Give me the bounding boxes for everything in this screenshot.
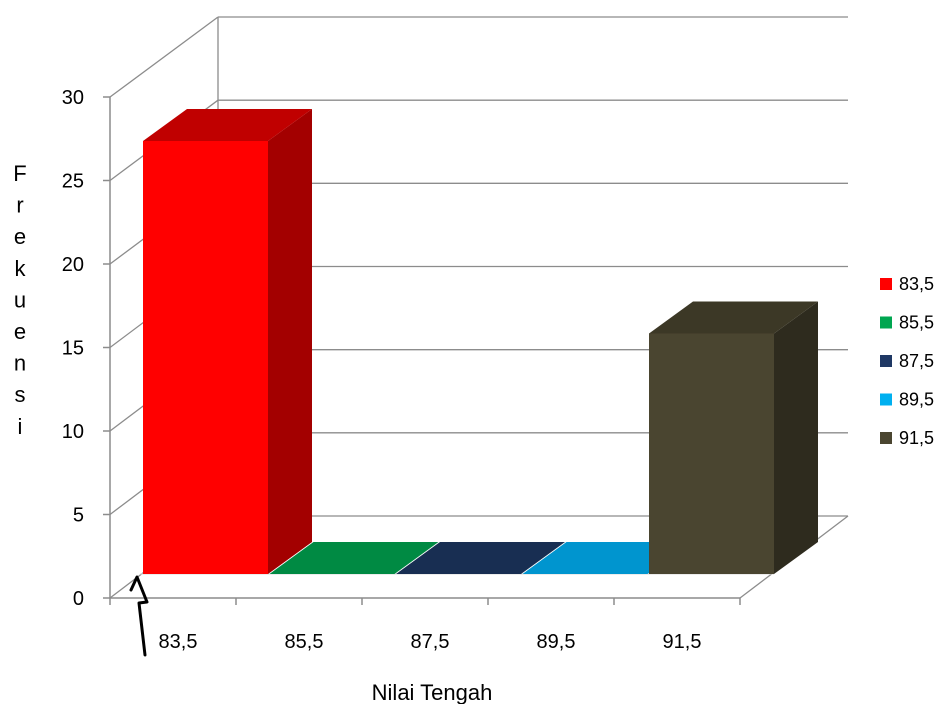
x-tick-label: 87,5 [411, 631, 450, 653]
legend-label: 91,5 [899, 428, 934, 448]
bar-85,5 [269, 542, 439, 574]
y-axis-title-letter: i [18, 414, 23, 439]
legend-swatch [880, 278, 892, 290]
x-axis-title: Nilai Tengah [372, 680, 493, 704]
y-axis-title-letter: r [16, 193, 23, 218]
bar-top [143, 109, 312, 141]
y-axis-title-letter: k [15, 256, 27, 281]
y-axis-title-letter: s [15, 382, 26, 407]
bar-top [269, 542, 439, 574]
legend-label: 85,5 [899, 313, 934, 333]
bars [143, 109, 818, 574]
y-tick-label: 15 [62, 338, 84, 360]
x-tick-label: 85,5 [285, 631, 324, 653]
legend-swatch [880, 432, 892, 444]
axes [103, 96, 741, 657]
y-tick-label: 30 [62, 87, 84, 109]
bar-front [649, 333, 774, 574]
y-tick-label: 25 [62, 171, 84, 193]
y-axis-title-letter: u [14, 287, 26, 312]
bar-87,5 [396, 542, 565, 574]
x-tick-label: 83,5 [159, 631, 198, 653]
y-tick-label: 20 [62, 254, 84, 276]
y-tick-label: 5 [73, 505, 84, 527]
y-tick-label: 10 [62, 421, 84, 443]
y-tick-label: 0 [73, 588, 84, 610]
legend-swatch [880, 316, 892, 329]
bar-front [143, 141, 268, 574]
bar-side [268, 109, 312, 574]
bar-top [649, 301, 818, 334]
bar-91,5 [649, 301, 818, 574]
side-wall-gridline [109, 16, 219, 98]
legend: 83,5 85,5 87,5 89,5 91,5 [880, 274, 934, 448]
bar-top [396, 542, 565, 574]
y-axis-title-letter: n [14, 351, 26, 376]
bar-83,5 [143, 109, 312, 574]
bar-side [774, 301, 818, 574]
y-axis-title-letter: e [14, 224, 26, 249]
y-axis-title-letter: F [13, 161, 26, 186]
legend-label: 87,5 [899, 351, 934, 371]
legend-swatch [880, 393, 892, 406]
y-axis-title-letter: e [14, 319, 26, 344]
x-tick-label: 89,5 [537, 631, 576, 653]
legend-label: 89,5 [899, 390, 934, 410]
legend-label: 83,5 [899, 274, 934, 294]
legend-swatch [880, 355, 892, 367]
x-tick-label: 91,5 [663, 631, 702, 653]
axis-break-icon [129, 575, 149, 657]
